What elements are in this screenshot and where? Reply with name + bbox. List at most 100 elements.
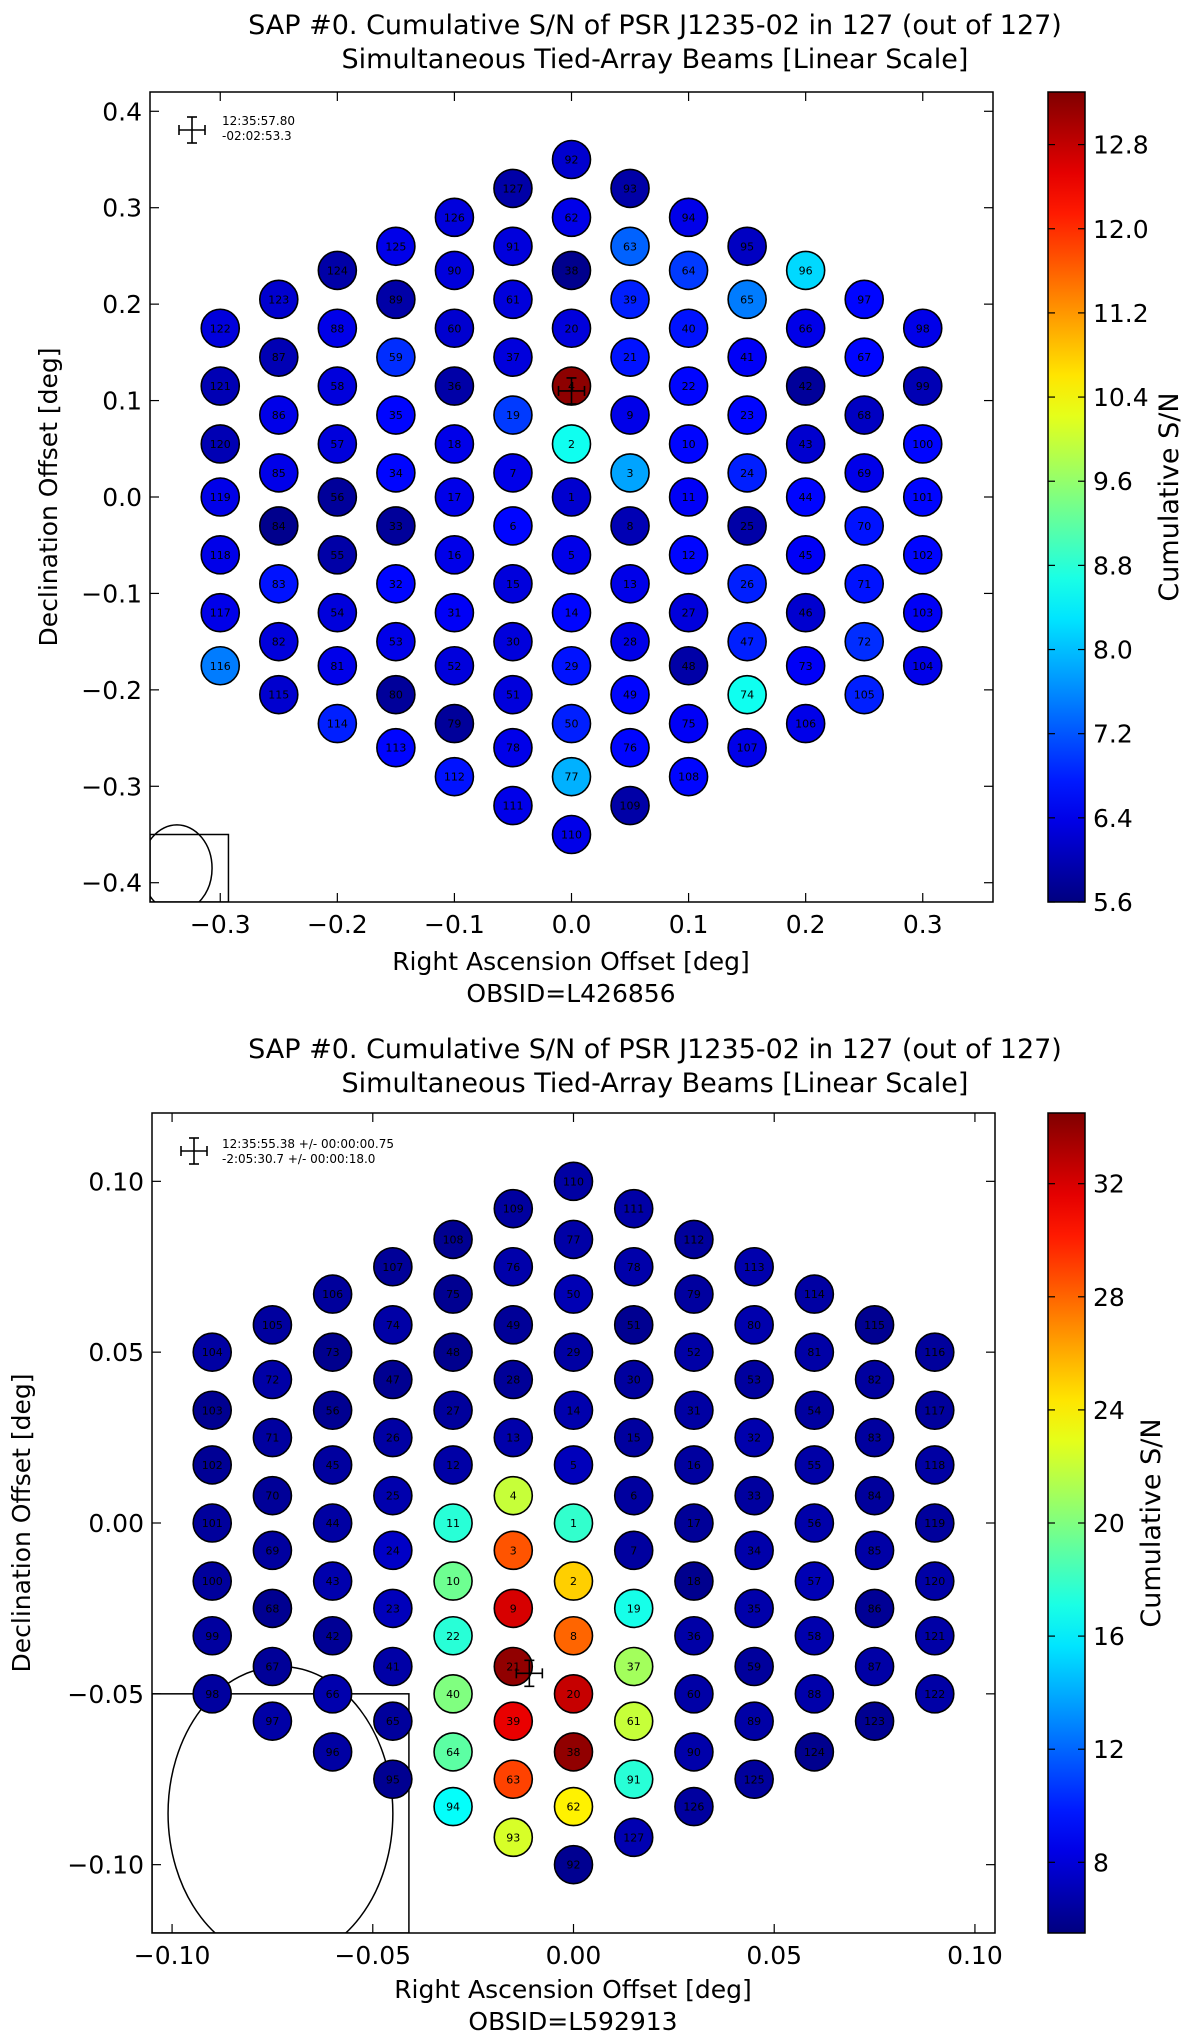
beam-54: 54 (794, 1390, 835, 1431)
beam-number: 51 (506, 689, 520, 702)
beam-circle (610, 506, 650, 546)
beam-3: 3 (610, 453, 650, 493)
beam-circle (433, 1674, 473, 1714)
beam-number: 83 (272, 578, 286, 591)
beam-100: 100 (902, 424, 943, 464)
beam-number: 58 (807, 1630, 821, 1643)
beam-47: 47 (727, 621, 767, 662)
axes: −0.3 −0.2 −0.1 0.0 0.1 0.2 0.3 0.4 0.3 0.2 0.1 0.0 −… (81, 92, 993, 939)
x-tick-label: −0.1 (424, 910, 485, 939)
beam-number: 105 (262, 1319, 283, 1332)
beam-circle (727, 506, 767, 546)
beam-circle (551, 250, 592, 291)
beam-73: 73 (312, 1332, 353, 1372)
beam-number: 25 (740, 520, 754, 533)
beam-circle (373, 1246, 413, 1287)
colorbar-tick-label: 32 (1093, 1170, 1125, 1199)
beam-number: 44 (326, 1517, 340, 1530)
beam-number: 88 (330, 322, 344, 335)
beam-8: 8 (553, 1615, 594, 1656)
beam-circle (613, 1188, 654, 1229)
beam-circle (376, 226, 416, 267)
beam-number: 94 (446, 1801, 460, 1814)
beam-number: 47 (740, 636, 754, 649)
beam-number: 26 (386, 1432, 400, 1445)
beam-number: 65 (386, 1715, 400, 1728)
beam-circle (373, 1359, 413, 1400)
beam-32: 32 (376, 563, 416, 604)
beam-number: 115 (268, 689, 289, 702)
beam-circle (794, 1674, 835, 1714)
beam-44: 44 (785, 477, 826, 517)
beam-51: 51 (613, 1305, 654, 1345)
beam-number: 36 (687, 1630, 701, 1643)
beam-number: 116 (924, 1346, 945, 1359)
position-marker (515, 1659, 544, 1688)
beam-circle (493, 1359, 534, 1400)
beam-65: 65 (373, 1701, 413, 1741)
beam-2: 2 (553, 1561, 594, 1601)
colorbar-tick-label: 12 (1093, 1735, 1125, 1764)
beam-number: 109 (503, 1203, 524, 1216)
beam-number: 24 (386, 1544, 400, 1557)
beam-9: 9 (493, 1588, 534, 1629)
beam-number: 36 (447, 380, 461, 393)
beam-circle (844, 563, 885, 604)
beam-circle (258, 674, 299, 715)
beam-52: 52 (674, 1332, 714, 1372)
beam-number: 26 (740, 578, 754, 591)
beam-4: 4 (493, 1475, 534, 1516)
beam-73: 73 (785, 645, 826, 686)
beam-number: 8 (627, 520, 634, 533)
beam-number: 97 (857, 293, 871, 306)
beam-circle (376, 395, 416, 435)
beam-66: 66 (785, 308, 826, 349)
beam-number: 106 (795, 718, 816, 731)
beam-number: 93 (506, 1831, 520, 1844)
beam-circle (493, 395, 533, 435)
beam-number: 66 (799, 322, 813, 335)
beam-number: 99 (205, 1630, 219, 1643)
beam-circle (493, 1417, 534, 1458)
beam-number: 64 (682, 264, 696, 277)
beam-circle (844, 621, 885, 662)
beam-circle (200, 535, 241, 575)
beam-number: 119 (924, 1517, 945, 1530)
beam-number: 66 (326, 1688, 340, 1701)
beam-circle (902, 645, 943, 686)
colorbar-label: Cumulative S/N (1154, 392, 1185, 601)
beam-57: 57 (317, 424, 358, 464)
beam-number: 68 (265, 1602, 279, 1615)
beam-30: 30 (613, 1359, 654, 1400)
beam-number: 53 (389, 636, 403, 649)
beam-number: 46 (799, 607, 813, 620)
beam-103: 103 (902, 592, 943, 633)
beam-number: 104 (912, 660, 933, 673)
beam-number: 89 (747, 1715, 761, 1728)
pulsar-position-crosshair (557, 377, 586, 405)
beam-18: 18 (674, 1561, 714, 1601)
beam-number: 85 (868, 1544, 882, 1557)
beam-circle (373, 1475, 413, 1516)
beam-number: 107 (382, 1261, 403, 1274)
beam-number: 117 (210, 607, 231, 620)
beam-circle (854, 1475, 895, 1516)
chart-title-line1: SAP #0. Cumulative S/N of PSR J1235-02 i… (248, 1034, 1062, 1065)
beam-circle (373, 1759, 413, 1800)
beam-number: 55 (807, 1459, 821, 1472)
beam-number: 19 (506, 409, 520, 422)
beam-circle (668, 756, 709, 797)
beam-circle (252, 1417, 293, 1458)
colorbar-tick-label: 20 (1093, 1509, 1125, 1538)
plot-frame (149, 91, 994, 903)
beam-circle (551, 756, 592, 797)
beam-number: 28 (506, 1374, 520, 1387)
beam-circle (613, 1701, 654, 1741)
beam-85: 85 (258, 453, 299, 493)
beam-number: 11 (682, 491, 696, 504)
beam-63: 63 (493, 1759, 534, 1800)
beam-number: 63 (506, 1773, 520, 1786)
beam-86: 86 (854, 1588, 895, 1629)
beam-67: 67 (844, 337, 885, 377)
beam-number: 33 (747, 1490, 761, 1503)
